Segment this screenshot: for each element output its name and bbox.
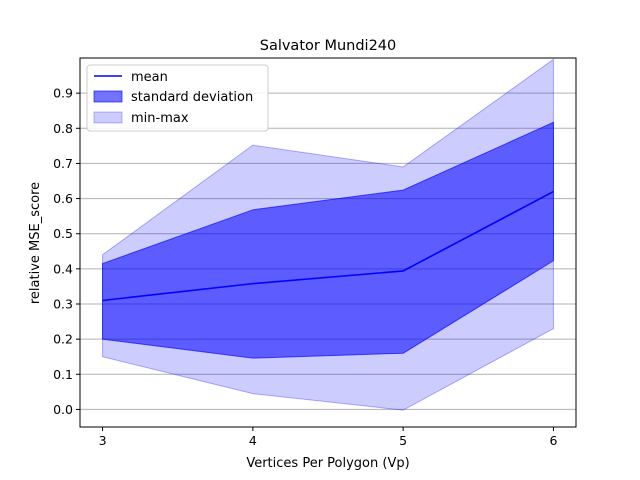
y-tick-label: 0.4 — [53, 261, 73, 276]
y-tick-label: 0.6 — [53, 191, 73, 206]
y-tick-label: 0.2 — [53, 332, 73, 347]
y-tick-label: 0.3 — [53, 297, 73, 312]
x-tick-label: 5 — [399, 433, 407, 448]
legend-std-swatch — [93, 90, 123, 103]
y-tick-label: 0.8 — [53, 121, 73, 136]
legend-minmax-label: min-max — [131, 111, 189, 126]
chart-title: Salvator Mundi240 — [260, 38, 397, 54]
y-tick-label: 0.9 — [53, 86, 73, 101]
legend-mean-label: mean — [131, 70, 168, 85]
bands — [102, 58, 554, 411]
legend-box — [86, 64, 269, 132]
x-tick-label: 4 — [249, 433, 257, 448]
standard-deviation-band — [102, 121, 554, 359]
x-tick-label: 3 — [99, 433, 107, 448]
legend: mean standard deviation min-max — [86, 64, 269, 132]
y-axis-label: relative MSE_score — [28, 182, 43, 304]
legend-std-label: standard deviation — [131, 90, 253, 105]
mean-line — [102, 190, 554, 302]
y-tick-label: 0.0 — [53, 402, 73, 417]
y-tick-label: 0.7 — [53, 156, 73, 171]
x-axis-label: Vertices Per Polygon (Vp) — [246, 456, 409, 471]
y-tick-label: 0.5 — [53, 226, 73, 241]
x-tick-label: 6 — [549, 433, 557, 448]
ticks: 0.0 0.1 0.2 0.3 0.4 0.5 0.6 0.7 0.8 0.9 3 4 5 6 — [53, 86, 557, 448]
y-tick-label: 0.1 — [53, 367, 73, 382]
legend-minmax-swatch — [93, 111, 123, 124]
plot-frame — [79, 57, 577, 428]
lines — [102, 190, 554, 302]
